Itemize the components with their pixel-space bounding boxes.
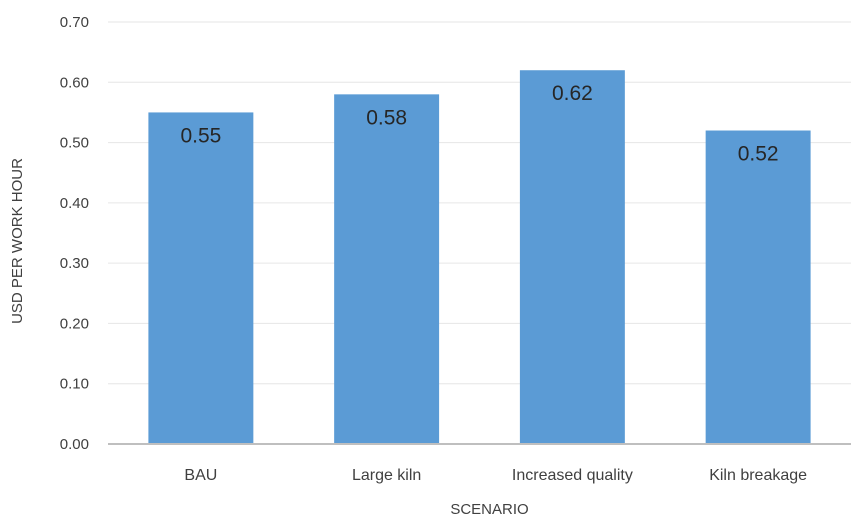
y-tick-label: 0.10 bbox=[60, 376, 89, 393]
y-tick-label: 0.30 bbox=[60, 255, 89, 272]
y-tick-label: 0.20 bbox=[60, 315, 89, 332]
x-category-label: BAU bbox=[184, 467, 217, 484]
data-labels: 0.55 0.58 0.62 0.52 bbox=[180, 82, 778, 165]
bar bbox=[148, 112, 254, 444]
data-label: 0.55 bbox=[180, 124, 221, 147]
x-category-label: Kiln breakage bbox=[709, 467, 807, 484]
y-tick-label: 0.50 bbox=[60, 135, 89, 152]
x-category-label: Increased quality bbox=[512, 467, 633, 484]
bar bbox=[519, 70, 625, 444]
y-axis-ticks: 0.00 0.10 0.20 0.30 0.40 0.50 0.60 0.70 bbox=[60, 14, 89, 453]
bar bbox=[334, 94, 440, 444]
data-label: 0.62 bbox=[552, 82, 593, 105]
y-tick-label: 0.70 bbox=[60, 14, 89, 31]
y-tick-label: 0.40 bbox=[60, 195, 89, 212]
data-label: 0.52 bbox=[738, 143, 779, 166]
x-axis-title: SCENARIO bbox=[450, 501, 528, 518]
y-axis-title: USD PER WORK HOUR bbox=[9, 158, 26, 324]
bars bbox=[148, 70, 811, 444]
bar bbox=[705, 130, 811, 444]
x-category-label: Large kiln bbox=[352, 467, 421, 484]
data-label: 0.58 bbox=[366, 106, 407, 129]
y-tick-label: 0.00 bbox=[60, 436, 89, 453]
y-tick-label: 0.60 bbox=[60, 74, 89, 91]
x-axis-categories: BAU Large kiln Increased quality Kiln break… bbox=[184, 467, 807, 484]
